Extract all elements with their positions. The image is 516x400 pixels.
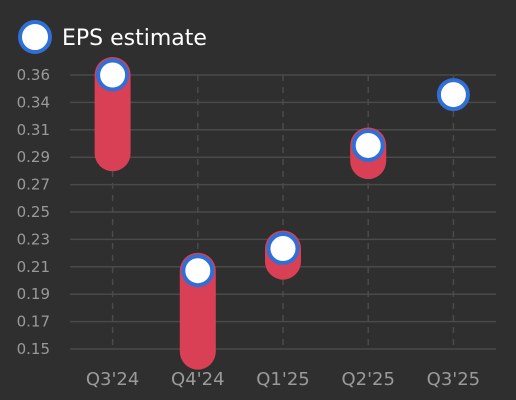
x-axis: Q3'24 Q4'24 Q1'25 Q2'25 Q3'25 — [86, 369, 480, 390]
y-tick-label: 0.36 — [17, 66, 50, 84]
y-tick-label: 0.21 — [17, 258, 50, 276]
y-tick-label: 0.31 — [17, 121, 50, 139]
estimate-point — [181, 254, 215, 288]
y-tick-label: 0.19 — [17, 285, 50, 303]
x-tick-label: Q1'25 — [256, 369, 309, 390]
legend: EPS estimate — [18, 20, 207, 54]
y-tick-label: 0.23 — [17, 230, 50, 248]
y-tick-label: 0.27 — [17, 176, 50, 194]
grid — [70, 74, 496, 350]
estimate-point — [96, 58, 130, 92]
legend-marker — [18, 20, 52, 54]
x-tick-label: Q3'25 — [427, 369, 480, 390]
x-tick-label: Q3'24 — [86, 369, 139, 390]
legend-label: EPS estimate — [62, 26, 207, 51]
y-axis: 0.36 0.34 0.31 0.29 0.27 0.25 0.23 0.21 0.19 0.17… — [17, 66, 50, 358]
x-tick-label: Q4'24 — [171, 369, 224, 390]
points — [96, 58, 470, 288]
estimate-point — [436, 78, 470, 112]
y-tick-label: 0.15 — [17, 340, 50, 358]
y-tick-label: 0.17 — [17, 313, 50, 331]
y-tick-label: 0.25 — [17, 203, 50, 221]
x-tick-label: Q2'25 — [341, 369, 394, 390]
y-tick-label: 0.29 — [17, 148, 50, 166]
y-tick-label: 0.34 — [17, 93, 50, 111]
estimate-point — [351, 128, 385, 162]
range-bars — [94, 57, 387, 370]
estimate-point — [266, 232, 300, 266]
